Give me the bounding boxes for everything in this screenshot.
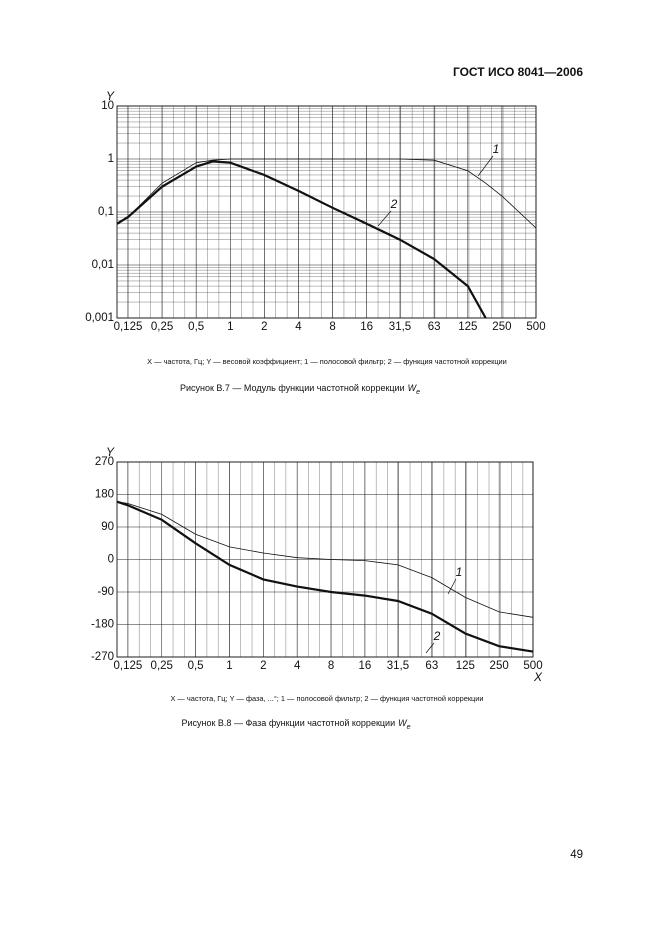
plot-frame (116, 105, 537, 319)
y-tick-label: 180 (95, 489, 114, 501)
x-tick-label: 8 (329, 321, 335, 333)
plot-frame (116, 461, 534, 658)
figure-note: X — частота, Гц; Y — весовой коэффициент… (147, 357, 507, 366)
leader-line (425, 642, 435, 654)
series-label: 1 (456, 565, 463, 579)
caption-subscript: e (407, 724, 411, 731)
figure-caption: Рисунок В.8 — Фаза функции частотной кор… (181, 718, 410, 730)
y-axis-label: Y (106, 89, 115, 103)
x-tick-label: 8 (328, 660, 334, 672)
y-tick-label: 90 (101, 521, 114, 533)
x-tick-label: 0,125 (114, 660, 143, 672)
y-tick-label: 0,001 (85, 312, 114, 324)
series-label: 2 (390, 197, 398, 211)
x-tick-label: 0,125 (114, 321, 143, 333)
x-tick-label: 0,5 (188, 321, 204, 333)
caption-subscript: e (416, 389, 420, 396)
x-tick-label: 63 (425, 660, 438, 672)
figure-caption: Рисунок В.7 — Модуль функции частотной к… (180, 383, 420, 395)
y-tick-label: -270 (91, 651, 114, 663)
x-tick-label: 16 (360, 321, 373, 333)
y-tick-label: -180 (91, 619, 114, 631)
y-tick-label: 1 (108, 153, 114, 165)
x-tick-label: 500 (526, 321, 545, 333)
x-tick-label: 1 (227, 321, 233, 333)
doc-header: ГОСТ ИСО 8041—2006 (453, 65, 583, 79)
leader-line (377, 210, 392, 227)
caption-text: Рисунок В.8 — Фаза функции частотной кор… (181, 718, 395, 728)
series-line (117, 160, 487, 318)
y-tick-label: 10 (101, 100, 114, 112)
x-tick-label: 125 (456, 660, 475, 672)
series-label: 1 (493, 142, 500, 156)
x-tick-label: 250 (492, 321, 511, 333)
series-line (117, 158, 536, 229)
y-tick-label: 270 (95, 456, 114, 468)
series-line (117, 501, 533, 618)
figure-note: X — частота, Гц; Y — фаза, ...°; 1 — пол… (170, 694, 483, 703)
x-tick-label: 0,25 (151, 660, 173, 672)
chart: 0,125 0,25 0,5 1 2 4 8 16 31,5 63 125 250 500 270 180 9… (91, 445, 543, 731)
caption-symbol: W (408, 383, 418, 393)
chart: 0,125 0,25 0,5 1 2 4 8 16 31,5 63 125 250 500 0,001 0,… (85, 89, 545, 396)
x-tick-label: 2 (261, 321, 267, 333)
caption-symbol: W (398, 718, 408, 728)
x-tick-label: 4 (295, 321, 302, 333)
x-tick-label: 31,5 (387, 660, 409, 672)
x-tick-label: 0,5 (188, 660, 204, 672)
y-tick-label: -90 (97, 586, 114, 598)
x-axis-label: X (533, 670, 543, 684)
x-tick-label: 4 (294, 660, 301, 672)
x-tick-label: 0,25 (151, 321, 173, 333)
y-tick-label: 0 (108, 554, 114, 566)
x-tick-label: 250 (490, 660, 509, 672)
page-number: 49 (570, 849, 583, 861)
y-tick-label: 0,01 (92, 259, 114, 271)
leader-line (447, 578, 457, 595)
x-tick-label: 16 (358, 660, 371, 672)
x-tick-label: 63 (428, 321, 441, 333)
leader-line (477, 155, 494, 177)
x-tick-label: 500 (523, 660, 542, 672)
series-line (117, 500, 533, 653)
caption-text: Рисунок В.7 — Модуль функции частотной к… (180, 383, 405, 393)
y-axis-label: Y (106, 445, 115, 459)
x-tick-label: 125 (458, 321, 477, 333)
x-tick-label: 1 (226, 660, 232, 672)
x-tick-label: 2 (260, 660, 266, 672)
y-tick-label: 0,1 (98, 206, 114, 218)
x-tick-label: 31,5 (389, 321, 411, 333)
series-label: 2 (433, 629, 441, 643)
